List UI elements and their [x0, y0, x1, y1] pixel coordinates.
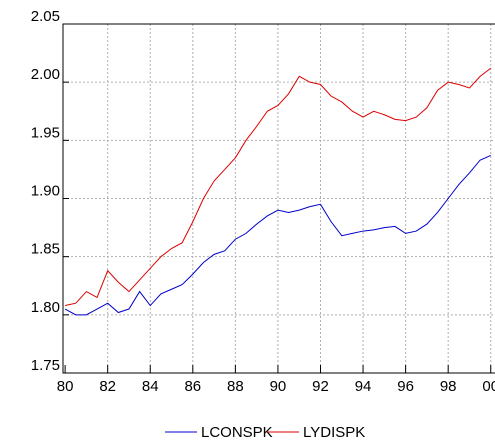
plot-frame: [62, 23, 495, 374]
x-tick-label: 88: [227, 378, 244, 395]
series-line: [64, 155, 491, 316]
x-tick-label: 98: [440, 378, 457, 395]
x-tick-label: 90: [270, 378, 287, 395]
y-tick-label: 2.05: [31, 8, 60, 25]
x-tick-label: 86: [184, 378, 201, 395]
x-tick-label: 82: [99, 378, 116, 395]
y-tick-label: 1.75: [31, 357, 60, 374]
y-tick-label: 1.85: [31, 241, 60, 258]
y-tick-label: 1.80: [31, 299, 60, 316]
y-tick-label: 2.00: [31, 66, 60, 83]
x-tick-label: 80: [57, 378, 74, 395]
x-tick-label: 00: [482, 378, 495, 395]
series-line: [65, 67, 492, 307]
x-tick-label: 84: [142, 378, 159, 395]
y-tick-label: 1.95: [31, 124, 60, 141]
legend-label: LCONSPK: [201, 424, 273, 441]
x-tick-label: 92: [312, 378, 329, 395]
legend-label: LYDISPK: [303, 424, 365, 441]
x-tick-label: 96: [397, 378, 414, 395]
x-tick-label: 94: [355, 378, 372, 395]
y-tick-label: 1.90: [31, 182, 60, 199]
